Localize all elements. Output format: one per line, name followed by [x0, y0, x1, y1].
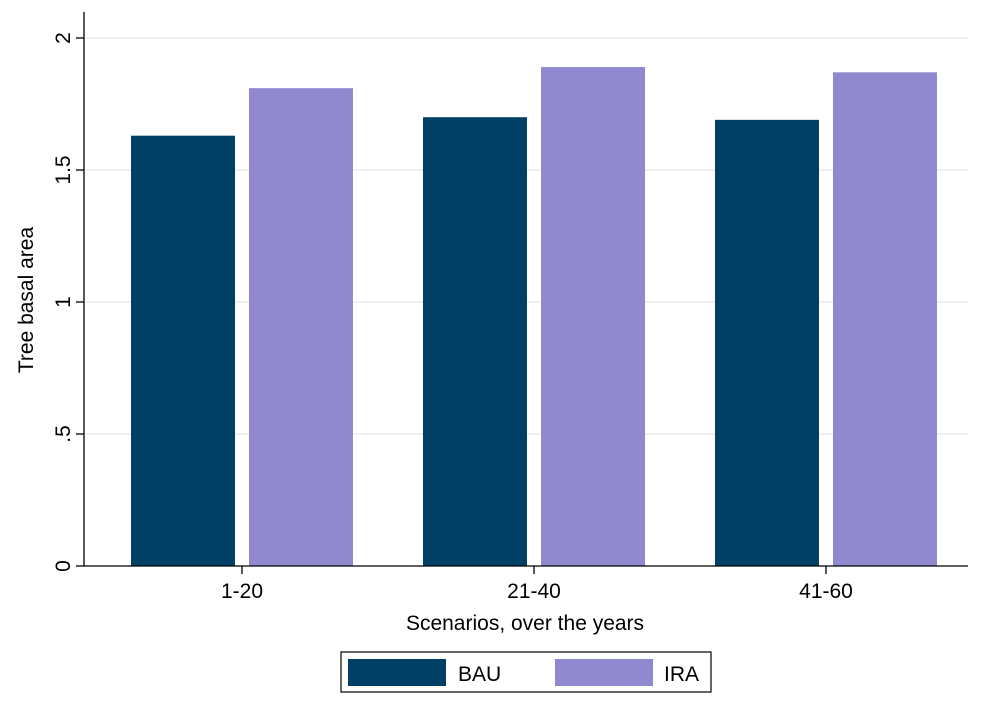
axes: [83, 12, 968, 567]
x-tick-label: 21-40: [507, 580, 561, 603]
y-tick-label: 0: [52, 560, 75, 572]
legend-label-ira: IRA: [664, 663, 699, 686]
x-axis-label: Scenarios, over the years: [406, 612, 644, 635]
bar-bau-21-40: [423, 117, 527, 566]
y-tick-label: 1.5: [52, 155, 75, 184]
bar-ira-1-20: [249, 88, 353, 566]
bar-bau-41-60: [715, 119, 819, 566]
x-ticks: 1-20 21-40 41-60: [221, 566, 853, 603]
x-tick-label: 1-20: [221, 580, 263, 603]
x-tick-label: 41-60: [799, 580, 853, 603]
legend: BAU IRA: [340, 651, 712, 693]
bar-ira-21-40: [541, 67, 645, 566]
legend-swatch-ira: [555, 659, 653, 686]
y-axis-label: Tree basal area: [15, 227, 38, 374]
y-ticks: 0 .5 1 1.5 2: [52, 32, 84, 572]
y-tick-label: 2: [52, 32, 75, 44]
bars: [131, 67, 937, 566]
legend-swatch-bau: [348, 659, 446, 686]
y-tick-label: 1: [52, 296, 75, 308]
legend-label-bau: BAU: [458, 663, 501, 686]
bar-bau-1-20: [131, 135, 235, 566]
bar-ira-41-60: [833, 72, 937, 566]
y-tick-label: .5: [52, 425, 75, 443]
